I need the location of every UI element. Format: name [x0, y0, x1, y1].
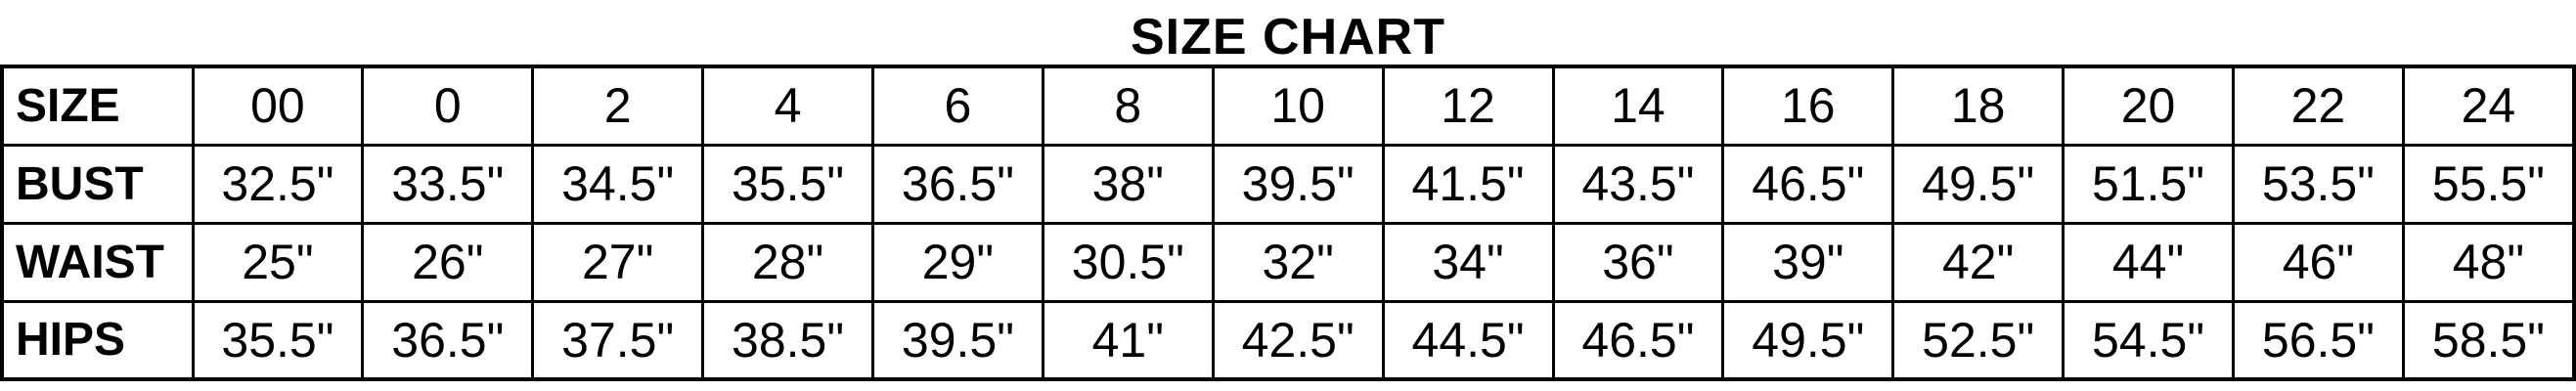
size-chart-page: SIZE CHART SIZE 00 0 2 4 6 8 10 12 14 16 18 20 22 24 BU…: [0, 9, 2576, 381]
cell-size-13: 24: [2401, 65, 2576, 147]
row-header-bust: BUST: [0, 143, 195, 225]
cell-bust-7: 41.5": [1381, 143, 1555, 225]
cell-hips-1: 36.5": [361, 299, 535, 381]
cell-waist-5: 30.5": [1041, 221, 1215, 303]
cell-bust-4: 36.5": [871, 143, 1044, 225]
cell-size-8: 14: [1551, 65, 1725, 147]
row-header-size: SIZE: [0, 65, 195, 147]
page-title: SIZE CHART: [1131, 9, 1445, 65]
cell-bust-0: 32.5": [191, 143, 365, 225]
cell-bust-3: 35.5": [701, 143, 874, 225]
cell-waist-7: 34": [1381, 221, 1555, 303]
cell-hips-13: 58.5": [2401, 299, 2576, 381]
table-row-bust: BUST 32.5" 33.5" 34.5" 35.5" 36.5" 38" 39.5" 41.…: [0, 143, 2576, 225]
cell-waist-10: 42": [1891, 221, 2065, 303]
size-chart-table: SIZE 00 0 2 4 6 8 10 12 14 16 18 20 22 24 BUST 32.5" 33.5…: [0, 65, 2576, 381]
cell-size-7: 12: [1381, 65, 1555, 147]
cell-size-11: 20: [2062, 65, 2235, 147]
cell-waist-0: 25": [191, 221, 365, 303]
cell-size-4: 6: [871, 65, 1044, 147]
cell-bust-8: 43.5": [1551, 143, 1725, 225]
table-row-waist: WAIST 25" 26" 27" 28" 29" 30.5" 32" 34" 36" 39" 42"…: [0, 221, 2576, 303]
cell-waist-6: 32": [1211, 221, 1385, 303]
cell-hips-3: 38.5": [701, 299, 874, 381]
cell-waist-4: 29": [871, 221, 1044, 303]
cell-size-1: 0: [361, 65, 535, 147]
cell-hips-12: 56.5": [2232, 299, 2405, 381]
cell-bust-1: 33.5": [361, 143, 535, 225]
cell-waist-2: 27": [531, 221, 705, 303]
cell-size-6: 10: [1211, 65, 1385, 147]
cell-hips-0: 35.5": [191, 299, 365, 381]
table-row-hips: HIPS 35.5" 36.5" 37.5" 38.5" 39.5" 41" 42.5" 44.…: [0, 299, 2576, 381]
cell-bust-2: 34.5": [531, 143, 705, 225]
cell-bust-10: 49.5": [1891, 143, 2065, 225]
cell-bust-13: 55.5": [2401, 143, 2576, 225]
cell-hips-6: 42.5": [1211, 299, 1385, 381]
cell-hips-10: 52.5": [1891, 299, 2065, 381]
cell-size-0: 00: [191, 65, 365, 147]
cell-waist-11: 44": [2062, 221, 2235, 303]
cell-hips-11: 54.5": [2062, 299, 2235, 381]
cell-waist-8: 36": [1551, 221, 1725, 303]
cell-size-5: 8: [1041, 65, 1215, 147]
cell-hips-8: 46.5": [1551, 299, 1725, 381]
cell-size-2: 2: [531, 65, 705, 147]
row-header-waist: WAIST: [0, 221, 195, 303]
cell-bust-12: 53.5": [2232, 143, 2405, 225]
cell-hips-4: 39.5": [871, 299, 1044, 381]
cell-waist-9: 39": [1721, 221, 1895, 303]
cell-bust-6: 39.5": [1211, 143, 1385, 225]
cell-size-10: 18: [1891, 65, 2065, 147]
row-header-hips: HIPS: [0, 299, 195, 381]
cell-waist-13: 48": [2401, 221, 2576, 303]
cell-size-12: 22: [2232, 65, 2405, 147]
cell-size-3: 4: [701, 65, 874, 147]
cell-waist-1: 26": [361, 221, 535, 303]
size-chart-table-body: SIZE 00 0 2 4 6 8 10 12 14 16 18 20 22 24 BUST 32.5" 33.5…: [0, 65, 2576, 381]
cell-bust-9: 46.5": [1721, 143, 1895, 225]
cell-waist-12: 46": [2232, 221, 2405, 303]
cell-hips-7: 44.5": [1381, 299, 1555, 381]
cell-waist-3: 28": [701, 221, 874, 303]
cell-hips-9: 49.5": [1721, 299, 1895, 381]
table-row-size: SIZE 00 0 2 4 6 8 10 12 14 16 18 20 22 24: [0, 65, 2576, 147]
cell-size-9: 16: [1721, 65, 1895, 147]
cell-hips-2: 37.5": [531, 299, 705, 381]
cell-bust-5: 38": [1041, 143, 1215, 225]
cell-hips-5: 41": [1041, 299, 1215, 381]
cell-bust-11: 51.5": [2062, 143, 2235, 225]
